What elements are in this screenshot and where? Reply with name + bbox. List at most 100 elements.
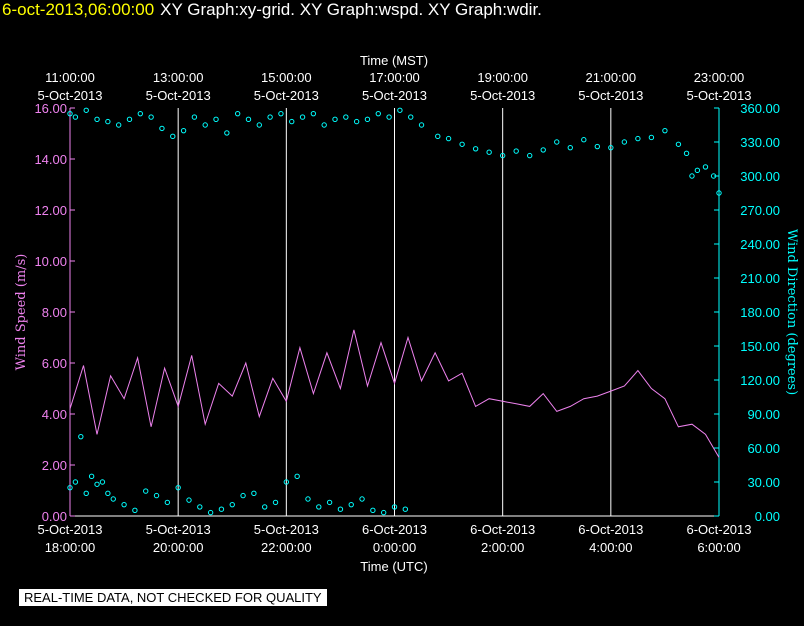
data-point-wdir (689, 173, 695, 179)
bottom-tick-time: 18:00:00 (45, 540, 96, 555)
data-point-wdir (159, 125, 165, 132)
top-tick-time: 15:00:00 (261, 70, 312, 85)
data-point-wdir (191, 114, 198, 120)
bottom-tick-date: 6-Oct-2013 (578, 522, 643, 537)
data-point-wdir (224, 130, 230, 136)
data-point-wdir (78, 433, 84, 440)
data-point-wdir (229, 501, 235, 508)
data-point-wdir (94, 481, 100, 487)
data-point-wdir (105, 490, 111, 497)
data-point-wdir (353, 118, 360, 125)
left-tick-label: 4.00 (42, 407, 67, 422)
left-tick-label: 2.00 (42, 458, 67, 473)
data-point-wdir (72, 114, 79, 120)
data-point-wdir (472, 146, 479, 152)
data-point-wdir (702, 164, 709, 170)
data-point-wdir (326, 499, 333, 506)
data-point-wdir (186, 497, 192, 503)
data-point-wdir (364, 116, 371, 123)
left-tick-label: 10.00 (34, 254, 67, 269)
data-point-wdir (397, 107, 403, 113)
top-tick-time: 13:00:00 (153, 70, 204, 85)
bottom-tick-date: 6-Oct-2013 (362, 522, 427, 537)
data-point-wdir (272, 499, 279, 506)
top-tick-date: 5-Oct-2013 (362, 88, 427, 103)
data-point-wdir (67, 110, 73, 117)
data-point-wdir (170, 133, 176, 140)
bottom-tick-date: 5-Oct-2013 (37, 522, 102, 537)
data-point-wdir (294, 473, 300, 480)
left-tick-label: 14.00 (34, 152, 67, 167)
graph-title: XY Graph:xy-grid. XY Graph:wspd. XY Grap… (160, 0, 542, 19)
data-point-wdir (370, 507, 376, 514)
data-point-wdir (348, 501, 354, 508)
data-point-wdir (164, 499, 171, 506)
data-point-wdir (375, 110, 381, 117)
data-point-wdir (143, 488, 149, 494)
data-point-wdir (662, 127, 668, 134)
right-tick-label: 150.00 (740, 339, 780, 354)
data-point-wdir (716, 190, 722, 196)
data-point-wdir (608, 144, 614, 151)
data-point-wdir (289, 118, 295, 125)
data-point-wdir (386, 114, 392, 120)
data-point-wdir (218, 506, 225, 512)
data-point-wdir (418, 122, 425, 128)
data-point-wdir (132, 507, 138, 514)
data-point-wdir (126, 116, 133, 123)
data-point-wdir (240, 492, 246, 499)
right-tick-label: 240.00 (740, 237, 780, 252)
bottom-axis-label: Time (UTC) (360, 559, 427, 574)
right-tick-label: 90.00 (747, 407, 780, 422)
data-point-wdir (554, 139, 560, 145)
data-point-wdir (337, 506, 344, 512)
right-tick-label: 60.00 (747, 441, 780, 456)
data-point-wdir (694, 167, 701, 174)
top-tick-date: 5-Oct-2013 (578, 88, 643, 103)
data-point-wdir (83, 107, 89, 113)
data-point-wdir (567, 144, 573, 151)
data-point-wdir (459, 141, 465, 147)
data-point-wdir (675, 141, 682, 147)
bottom-tick-time: 0:00:00 (373, 540, 416, 555)
left-tick-label: 8.00 (42, 305, 67, 320)
bottom-tick-time: 22:00:00 (261, 540, 312, 555)
data-point-wdir (359, 496, 365, 502)
data-point-wdir (197, 504, 203, 510)
data-point-wdir (445, 135, 452, 142)
data-point-wdir (435, 133, 441, 140)
top-tick-time: 11:00:00 (45, 70, 95, 85)
right-tick-label: 180.00 (740, 305, 780, 320)
data-point-wdir (305, 496, 311, 502)
right-tick-label: 270.00 (740, 203, 780, 218)
data-point-wdir (683, 150, 690, 157)
data-point-wdir (499, 152, 506, 159)
top-tick-date: 5-Oct-2013 (470, 88, 535, 103)
right-tick-label: 30.00 (747, 475, 780, 490)
right-tick-label: 360.00 (740, 101, 780, 116)
quality-disclaimer: REAL-TIME DATA, NOT CHECKED FOR QUALITY (19, 589, 327, 606)
bottom-tick-date: 6-Oct-2013 (686, 522, 751, 537)
data-point-wdir (256, 122, 262, 128)
data-point-wdir (207, 509, 214, 516)
top-tick-date: 5-Oct-2013 (254, 88, 319, 103)
top-tick-time: 23:00:00 (694, 70, 745, 85)
right-tick-label: 330.00 (740, 135, 780, 150)
left-tick-label: 0.00 (42, 509, 67, 524)
right-tick-label: 0.00 (755, 509, 780, 524)
data-point-wdir (621, 139, 628, 145)
bottom-tick-time: 6:00:00 (697, 540, 740, 555)
data-point-wdir (402, 506, 409, 512)
data-point-wdir (234, 110, 241, 117)
data-point-wdir (88, 473, 95, 480)
data-point-wdir (594, 143, 601, 150)
bottom-tick-time: 20:00:00 (153, 540, 204, 555)
data-point-wdir (486, 149, 492, 155)
bottom-tick-date: 5-Oct-2013 (254, 522, 319, 537)
bottom-tick-time: 4:00:00 (589, 540, 632, 555)
data-point-wdir (94, 116, 100, 123)
data-point-wdir (316, 504, 322, 510)
header: 6-oct-2013,06:00:00 XY Graph:xy-grid. XY … (2, 0, 542, 20)
right-tick-label: 300.00 (740, 169, 780, 184)
